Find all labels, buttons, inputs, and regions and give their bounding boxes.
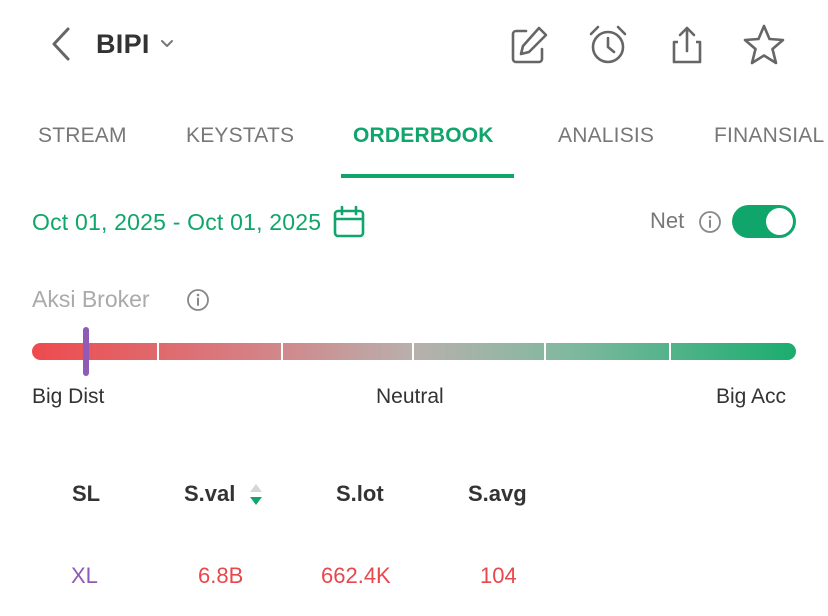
sort-button[interactable] bbox=[247, 481, 265, 509]
date-range-picker[interactable]: Oct 01, 2025 - Oct 01, 2025 bbox=[32, 205, 365, 239]
broker-action-scale bbox=[32, 343, 796, 360]
net-label: Net bbox=[650, 208, 685, 233]
watchlist-star-button[interactable] bbox=[741, 22, 787, 68]
info-icon bbox=[187, 289, 209, 311]
broker-action-marker bbox=[83, 327, 89, 376]
net-toggle[interactable] bbox=[732, 205, 796, 238]
ticker-symbol: BIPI bbox=[96, 28, 150, 59]
scale-separator bbox=[281, 343, 283, 360]
cell-sell-avg: 104 bbox=[480, 563, 517, 588]
alarm-button[interactable] bbox=[585, 22, 631, 68]
toggle-knob bbox=[766, 208, 793, 235]
cell-broker-code[interactable]: XL bbox=[71, 563, 98, 588]
ticker-selector[interactable]: BIPI bbox=[96, 24, 174, 64]
tab-finansial[interactable]: FINANSIAL bbox=[714, 124, 825, 147]
tab-analisis[interactable]: ANALISIS bbox=[558, 124, 655, 147]
back-button[interactable] bbox=[44, 24, 80, 64]
scale-label-big-acc: Big Acc bbox=[716, 385, 787, 408]
scale-separator bbox=[544, 343, 546, 360]
calendar-icon bbox=[333, 205, 365, 238]
edit-button[interactable] bbox=[506, 22, 552, 68]
alarm-clock-icon bbox=[589, 25, 627, 64]
cell-sell-value: 6.8B bbox=[198, 563, 244, 588]
tab-bar: STREAM KEYSTATS ORDERBOOK ANALISIS FINAN… bbox=[0, 110, 828, 180]
broker-action-title: Aksi Broker bbox=[32, 286, 150, 312]
scale-label-neutral: Neutral bbox=[376, 385, 444, 408]
column-header-slot[interactable]: S.lot bbox=[336, 481, 384, 506]
cell-sell-lot: 662.4K bbox=[321, 563, 391, 588]
scale-separator bbox=[412, 343, 414, 360]
active-tab-indicator bbox=[341, 174, 514, 178]
tab-stream[interactable]: STREAM bbox=[38, 124, 127, 147]
edit-icon bbox=[511, 26, 548, 64]
column-header-sval[interactable]: S.val bbox=[184, 481, 236, 506]
tab-orderbook[interactable]: ORDERBOOK bbox=[353, 124, 494, 147]
scale-separator bbox=[157, 343, 159, 360]
chevron-down-icon bbox=[160, 40, 173, 47]
share-icon bbox=[672, 26, 702, 64]
share-button[interactable] bbox=[664, 22, 710, 68]
scale-label-big-dist: Big Dist bbox=[32, 385, 105, 408]
net-info-button[interactable] bbox=[698, 210, 722, 234]
column-header-sl[interactable]: SL bbox=[72, 481, 101, 506]
star-icon bbox=[743, 24, 785, 65]
tab-keystats[interactable]: KEYSTATS bbox=[186, 124, 295, 147]
scale-separator bbox=[669, 343, 671, 360]
sort-descending-icon bbox=[250, 484, 262, 505]
back-chevron-icon bbox=[52, 27, 70, 61]
column-header-savg[interactable]: S.avg bbox=[468, 481, 527, 506]
info-icon bbox=[699, 211, 721, 233]
broker-action-info-button[interactable] bbox=[186, 288, 210, 312]
date-range-text: Oct 01, 2025 - Oct 01, 2025 bbox=[32, 208, 322, 235]
